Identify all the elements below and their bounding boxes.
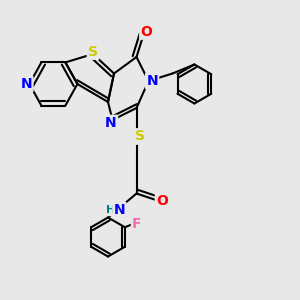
Text: H: H bbox=[106, 205, 116, 215]
Text: N: N bbox=[146, 74, 158, 88]
Text: N: N bbox=[105, 116, 117, 130]
Text: O: O bbox=[140, 25, 152, 38]
Text: F: F bbox=[132, 217, 142, 231]
Text: S: S bbox=[88, 45, 98, 58]
Text: S: S bbox=[135, 130, 145, 143]
Text: N: N bbox=[21, 77, 32, 91]
Text: O: O bbox=[156, 194, 168, 208]
Text: N: N bbox=[114, 203, 125, 217]
